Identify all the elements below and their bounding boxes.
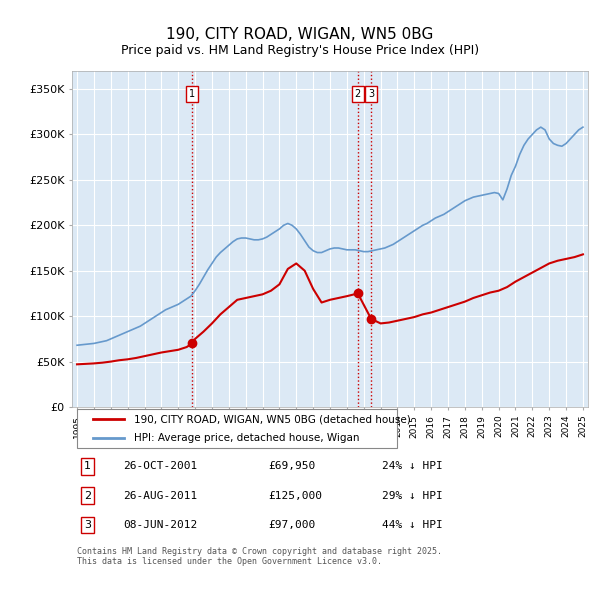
Text: 26-AUG-2011: 26-AUG-2011	[124, 491, 198, 501]
Text: 190, CITY ROAD, WIGAN, WN5 0BG (detached house): 190, CITY ROAD, WIGAN, WN5 0BG (detached…	[134, 414, 410, 424]
Text: 24% ↓ HPI: 24% ↓ HPI	[382, 461, 442, 471]
Text: 29% ↓ HPI: 29% ↓ HPI	[382, 491, 442, 501]
Text: 3: 3	[84, 520, 91, 530]
Text: £69,950: £69,950	[268, 461, 316, 471]
Text: 2: 2	[84, 491, 91, 501]
Text: 1: 1	[189, 89, 195, 99]
FancyBboxPatch shape	[77, 409, 397, 448]
Text: 26-OCT-2001: 26-OCT-2001	[124, 461, 198, 471]
Text: 190, CITY ROAD, WIGAN, WN5 0BG: 190, CITY ROAD, WIGAN, WN5 0BG	[166, 27, 434, 41]
Text: Price paid vs. HM Land Registry's House Price Index (HPI): Price paid vs. HM Land Registry's House …	[121, 44, 479, 57]
Text: 3: 3	[368, 89, 374, 99]
Text: 08-JUN-2012: 08-JUN-2012	[124, 520, 198, 530]
Text: HPI: Average price, detached house, Wigan: HPI: Average price, detached house, Wiga…	[134, 433, 359, 443]
Text: Contains HM Land Registry data © Crown copyright and database right 2025.
This d: Contains HM Land Registry data © Crown c…	[77, 547, 442, 566]
Text: 44% ↓ HPI: 44% ↓ HPI	[382, 520, 442, 530]
Text: 2: 2	[355, 89, 361, 99]
Text: £125,000: £125,000	[268, 491, 322, 501]
Text: 1: 1	[84, 461, 91, 471]
Text: £97,000: £97,000	[268, 520, 316, 530]
